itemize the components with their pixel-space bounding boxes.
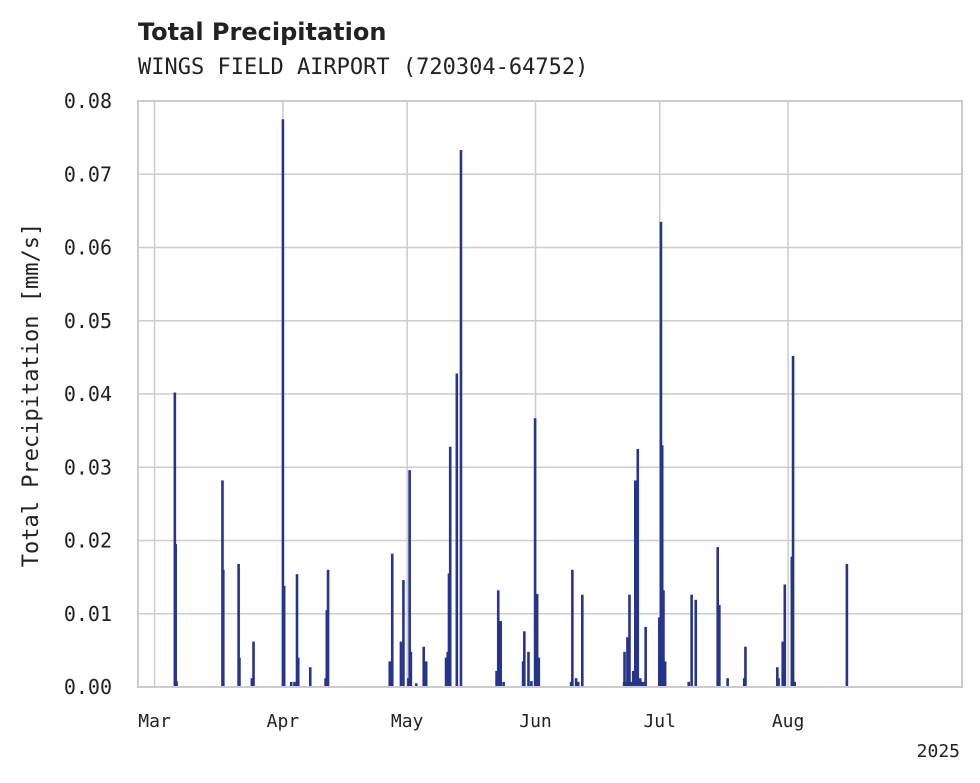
y-tick-labels: 0.00 0.01 0.02 0.03 0.04 0.05 0.06 0.07 0.08: [64, 89, 112, 699]
precipitation-bar: [326, 569, 330, 687]
x-tick-label: Aug: [772, 711, 805, 732]
precipitation-bar: [662, 590, 665, 687]
precipitation-bar: [424, 661, 428, 687]
precipitation-bar: [523, 631, 526, 687]
precipitation-bar: [535, 593, 539, 687]
precipitation-bar: [295, 574, 299, 687]
precipitation-bar: [402, 580, 405, 687]
precipitation-bar: [628, 594, 631, 687]
precipitation-bar: [623, 651, 626, 687]
precipitation-bar: [390, 553, 394, 687]
y-tick-label: 0.02: [64, 529, 112, 553]
precipitation-bar: [776, 667, 779, 687]
precipitation-bar: [173, 392, 177, 687]
precipitation-bar: [533, 418, 537, 687]
precipitation-bar: [399, 641, 403, 687]
precipitation-bar: [576, 681, 580, 687]
chart-title: Total Precipitation: [138, 18, 386, 46]
y-tick-label: 0.01: [64, 602, 112, 626]
precipitation-bar: [527, 651, 530, 687]
y-tick-label: 0.05: [64, 309, 112, 333]
precipitation-bar: [499, 621, 503, 687]
precipitation-bar: [238, 657, 241, 687]
precipitation-bar: [744, 646, 747, 687]
precipitation-bar: [175, 681, 178, 687]
y-tick-label: 0.04: [64, 382, 112, 406]
precipitation-bar: [581, 594, 584, 687]
y-gridlines: [138, 100, 962, 688]
precipitation-bar: [222, 569, 225, 687]
precipitation-bar: [293, 681, 296, 687]
precipitation-bar: [781, 641, 785, 687]
precipitation-bar: [687, 681, 691, 687]
precipitation-bar: [574, 678, 578, 687]
x-tick-label: Apr: [267, 711, 300, 732]
precipitation-bar: [252, 641, 255, 687]
precipitation-bar: [289, 681, 293, 687]
precipitation-bar: [641, 681, 645, 687]
y-tick-label: 0.00: [64, 675, 112, 699]
precipitation-bar: [631, 670, 635, 687]
precipitation-bar: [530, 681, 533, 687]
x-tick-label: May: [391, 711, 424, 732]
y-tick-label: 0.06: [64, 236, 112, 260]
precipitation-bar: [408, 470, 411, 687]
precipitation-bar: [791, 355, 795, 687]
x-tick-labels: Mar Apr May Jun Jul Aug: [138, 711, 804, 732]
precipitation-bar: [630, 681, 633, 687]
precipitation-bar: [690, 594, 693, 687]
precipitation-bar: [308, 667, 312, 687]
precipitation-bar: [694, 599, 698, 687]
precipitation-bar: [660, 445, 664, 687]
precipitation-bar: [455, 373, 459, 687]
x-tick-label: Mar: [138, 711, 171, 732]
precipitation-bar: [409, 651, 413, 687]
x-tick-label: Jun: [519, 711, 552, 732]
chart-subtitle: WINGS FIELD AIRPORT (720304-64752): [138, 55, 588, 80]
precipitation-bar: [502, 681, 505, 687]
x-tick-label: Jul: [643, 711, 676, 732]
precipitation-bar: [658, 617, 661, 687]
y-tick-label: 0.08: [64, 89, 112, 113]
precipitation-bar: [237, 563, 240, 687]
year-label: 2025: [917, 741, 960, 762]
precipitation-bar: [448, 446, 452, 687]
plot-frame: [137, 100, 963, 688]
precipitation-bar: [495, 670, 498, 687]
y-tick-label: 0.03: [64, 455, 112, 479]
precipitation-bar: [726, 678, 729, 687]
precipitation-bar: [783, 584, 787, 687]
precipitation-bar: [640, 681, 643, 687]
y-tick-label: 0.07: [64, 162, 112, 186]
precipitation-bar: [444, 657, 448, 687]
precipitation-bar: [422, 646, 426, 687]
precipitation-bar: [845, 563, 849, 687]
precipitation-bar: [718, 604, 721, 687]
precipitation-bar: [174, 544, 177, 687]
precipitation-bar: [388, 661, 392, 687]
precipitation-bar: [282, 585, 286, 687]
precipitation-bar: [250, 678, 254, 687]
precipitation-bar: [281, 119, 285, 687]
precipitation-bar: [663, 661, 667, 687]
precipitation-bar: [626, 637, 629, 687]
precipitation-bar: [636, 448, 640, 687]
precipitation-bar: [777, 678, 780, 687]
y-axis-label: Total Precipitation [mm/s]: [19, 223, 44, 567]
precipitation-bar: [459, 150, 463, 687]
precipitation-bar: [716, 547, 719, 687]
precipitation-bars: [173, 119, 849, 688]
precipitation-bar: [644, 626, 647, 687]
precipitation-bar: [571, 569, 574, 687]
precipitation-bar: [537, 657, 541, 687]
precipitation-bar: [496, 590, 500, 687]
precipitation-bar: [296, 657, 300, 687]
precipitation-bar: [414, 683, 418, 687]
precipitation-bar: [793, 681, 797, 687]
precipitation-bar: [634, 480, 637, 687]
